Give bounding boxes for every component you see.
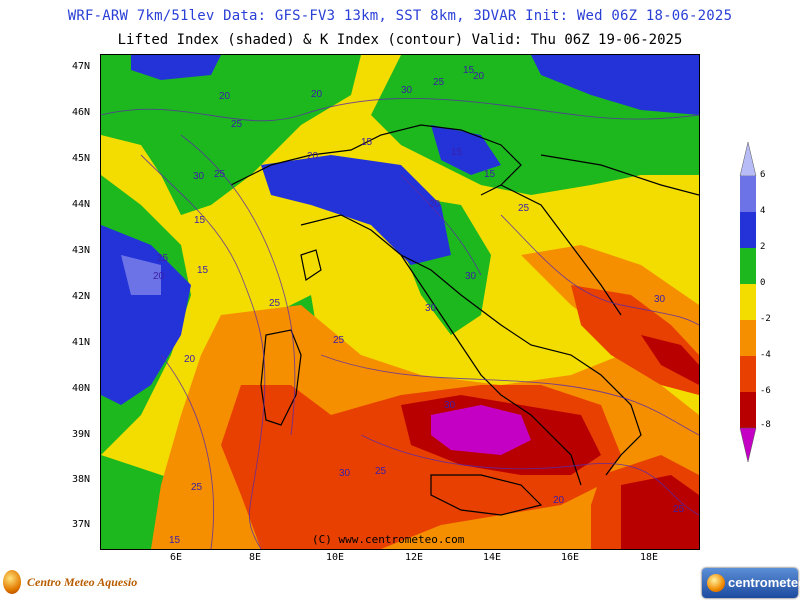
lat-label: 40N — [72, 383, 91, 394]
contour-label: 30 — [444, 400, 456, 411]
contour-label: 20 — [184, 354, 196, 365]
contour-label: 15 — [451, 147, 463, 158]
contour-label: 15 — [361, 137, 373, 148]
contour-label: 25 — [433, 77, 445, 88]
contour-label: 30 — [465, 271, 477, 282]
lat-label: 44N — [72, 199, 91, 210]
contour-label: 25 — [673, 504, 685, 515]
colorbar-label: -4 — [760, 350, 771, 360]
globe-icon — [3, 570, 21, 594]
contour-label: 25 — [157, 253, 169, 264]
colorbar-label: -8 — [760, 420, 771, 430]
contour-label: 25 — [191, 482, 203, 493]
lat-label: 38N — [72, 474, 91, 485]
contour-label: 25 — [231, 119, 243, 130]
contour-label: 25 — [333, 335, 345, 346]
lat-label: 41N — [72, 337, 91, 348]
lat-label: 47N — [72, 61, 91, 72]
lon-label: 8E — [249, 552, 262, 563]
contour-label: 30 — [654, 294, 666, 305]
lon-label: 18E — [640, 552, 659, 563]
contour-label: 20 — [473, 71, 485, 82]
contour-label: 15 — [169, 535, 181, 546]
contour-label: 30 — [339, 468, 351, 479]
colorbar-label: -2 — [760, 314, 771, 324]
lon-label: 12E — [405, 552, 424, 563]
contour-label: 20 — [553, 495, 565, 506]
contour-label: 20 — [429, 199, 441, 210]
contour-label: 20 — [311, 89, 323, 100]
logo-left-text: Centro Meteo Aquesio — [27, 575, 138, 589]
contour-label: 30 — [401, 85, 413, 96]
map-copyright: (C) www.centrometeo.com — [312, 533, 465, 546]
colorbar-label: -6 — [760, 386, 771, 396]
contour-label: 25 — [375, 466, 387, 477]
colorbar-label: 4 — [760, 206, 766, 216]
contour-label: 15 — [197, 265, 209, 276]
colorbar-label: 6 — [760, 170, 766, 180]
lon-label: 16E — [561, 552, 580, 563]
lat-label: 43N — [72, 245, 91, 256]
lon-label: 6E — [170, 552, 183, 563]
contour-label: 30 — [425, 303, 437, 314]
colorbar — [739, 141, 757, 463]
weather-map: 20 25 30 25 15 20 15 20 25 30 20 15 15 1… — [100, 54, 700, 550]
logo-right-text: centrometeo — [728, 575, 800, 590]
contour-labels: 20 25 30 25 15 20 15 20 25 30 20 15 15 1… — [153, 65, 685, 546]
lat-label: 37N — [72, 519, 91, 530]
lon-label: 10E — [326, 552, 345, 563]
contour-label: 20 — [219, 91, 231, 102]
lat-label: 46N — [72, 107, 91, 118]
chart-title-line1: WRF-ARW 7km/51lev Data: GFS-FV3 13km, SS… — [67, 8, 733, 24]
colorbar-label: 2 — [760, 242, 766, 252]
contour-label: 25 — [518, 203, 530, 214]
chart-title-line2: Lifted Index (shaded) & K Index (contour… — [117, 32, 683, 48]
contour-label: 25 — [269, 298, 281, 309]
lifted-index-field: 20 25 30 25 15 20 15 20 25 30 20 15 15 1… — [101, 55, 699, 549]
lon-label: 14E — [483, 552, 502, 563]
centro-meteo-aquesio-logo[interactable]: Centro Meteo Aquesio — [3, 570, 193, 596]
contour-label: 20 — [153, 271, 165, 282]
contour-label: 15 — [194, 215, 206, 226]
lat-label: 39N — [72, 429, 91, 440]
contour-label: 15 — [484, 169, 496, 180]
contour-label: 20 — [307, 151, 319, 162]
colorbar-label: 0 — [760, 278, 766, 288]
sun-icon — [707, 574, 725, 592]
lat-label: 45N — [72, 153, 91, 164]
lat-label: 42N — [72, 291, 91, 302]
centrometeo-logo[interactable]: centrometeo — [702, 568, 800, 598]
contour-label: 25 — [214, 169, 226, 180]
contour-label: 30 — [193, 171, 205, 182]
contour-label: 15 — [463, 65, 475, 76]
